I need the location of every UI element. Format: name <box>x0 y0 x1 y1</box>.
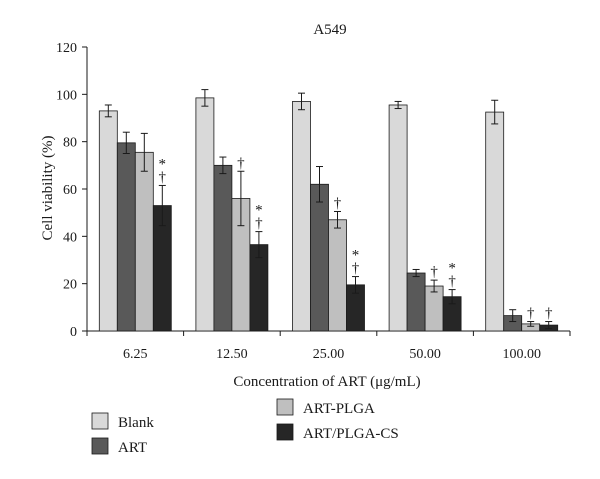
bar <box>485 111 505 332</box>
significance-marker: * <box>159 156 167 172</box>
y-tick-label: 0 <box>70 325 77 340</box>
bar <box>310 183 329 332</box>
legend-swatch <box>276 423 294 441</box>
y-tick-label: 100 <box>56 88 77 103</box>
error-bar <box>509 309 517 323</box>
bar <box>195 97 215 332</box>
error-bar <box>545 321 553 330</box>
significance-marker: † <box>352 261 360 277</box>
y-tick-label: 20 <box>63 278 77 293</box>
significance-marker: † <box>527 306 535 322</box>
error-bar <box>140 132 148 172</box>
bar <box>134 151 154 332</box>
legend: Blank ART ART-PLGA ART/PLGA-CS <box>91 398 399 456</box>
x-tick-label: 6.25 <box>123 347 148 362</box>
significance-marker: † <box>430 264 438 280</box>
legend-item: Blank <box>91 412 154 431</box>
bar <box>388 104 408 332</box>
significance-marker: † <box>255 216 263 232</box>
legend-label: ART/PLGA-CS <box>303 426 399 442</box>
chart-title: A549 <box>313 22 346 38</box>
error-bar <box>491 99 499 125</box>
bar <box>406 272 426 332</box>
error-bar <box>412 268 420 278</box>
legend-label: ART-PLGA <box>303 401 375 417</box>
significance-marker: † <box>545 306 553 322</box>
error-bar <box>104 104 112 118</box>
x-ticks: 6.25 12.50 25.00 50.00 100.00 <box>86 331 571 362</box>
error-bar <box>527 321 535 327</box>
y-axis-label: Cell viability (%) <box>40 136 56 241</box>
error-bar <box>430 279 438 293</box>
significance-marker: † <box>159 169 167 185</box>
y-tick-label: 60 <box>63 183 77 198</box>
error-bar <box>219 156 227 175</box>
x-tick-label: 12.50 <box>216 347 248 362</box>
y-tick-label: 40 <box>63 230 77 245</box>
x-tick-label: 50.00 <box>409 347 441 362</box>
y-tick-label: 120 <box>56 41 77 56</box>
legend-swatch <box>276 398 294 416</box>
x-tick-label: 25.00 <box>313 347 345 362</box>
bar <box>213 164 233 332</box>
error-bar <box>298 92 305 111</box>
x-axis-label: Concentration of ART (μg/mL) <box>233 374 420 390</box>
legend-item: ART/PLGA-CS <box>276 423 399 442</box>
significance-marker: † <box>237 155 245 171</box>
significance-marker: † <box>448 274 456 290</box>
legend-label: ART <box>118 440 147 456</box>
error-bar <box>334 210 341 229</box>
error-bar <box>255 231 263 259</box>
significance-marker: * <box>255 203 263 219</box>
bar <box>116 142 136 332</box>
error-bar <box>394 100 402 110</box>
bar <box>328 219 347 332</box>
legend-swatch <box>91 412 109 430</box>
legend-swatch <box>91 437 109 455</box>
x-tick-label: 100.00 <box>502 347 541 362</box>
error-bar <box>448 289 456 305</box>
bar <box>98 110 118 332</box>
error-bar <box>201 89 209 107</box>
bars: †* ††* ††*††*† † <box>98 89 559 332</box>
significance-marker: * <box>352 248 360 264</box>
y-ticks: 0 20 40 60 80 100 120 <box>56 41 87 340</box>
bar <box>424 285 444 332</box>
significance-marker: * <box>448 261 456 277</box>
legend-item: ART-PLGA <box>276 398 375 417</box>
legend-item: ART <box>91 437 147 456</box>
error-bar <box>122 131 130 154</box>
significance-marker: † <box>334 195 342 211</box>
error-bar <box>352 276 359 294</box>
error-bar <box>158 184 166 227</box>
bar <box>292 101 311 332</box>
error-bar <box>237 170 245 227</box>
legend-label: Blank <box>118 415 154 431</box>
y-tick-label: 80 <box>63 136 77 151</box>
error-bar <box>316 166 323 203</box>
